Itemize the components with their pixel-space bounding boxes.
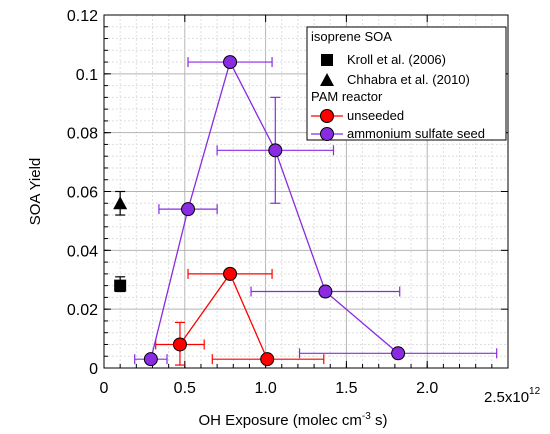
y-tick-label: 0.1 (76, 67, 98, 84)
legend-group-title: PAM reactor (311, 89, 383, 104)
y-tick-label: 0 (89, 361, 98, 378)
legend-label: Chhabra et al. (2010) (347, 72, 470, 87)
x-axis-multiplier-label: 2.5x1012 (484, 386, 541, 406)
x-tick-label: 1.5 (335, 380, 357, 397)
legend: isoprene SOA Kroll et al. (2006) Chhabra e… (306, 26, 507, 141)
y-tick-label: 0.02 (67, 302, 98, 319)
y-axis-title: SOA Yield (27, 158, 44, 226)
data-series (113, 55, 498, 367)
x-tick-label: 2.0 (416, 380, 438, 397)
x-tick-label: 0 (100, 380, 109, 397)
data-point (318, 284, 333, 299)
y-tick-label: 0.08 (67, 126, 98, 143)
axes: 0 0.5 1.0 1.5 2.0 0 0.02 0.04 0.06 0.08 0.1 0.12 (67, 8, 508, 397)
data-point (391, 346, 406, 361)
legend-group-title: isoprene SOA (311, 29, 392, 44)
x-tick-label: 0.5 (174, 380, 196, 397)
data-point (260, 352, 275, 367)
data-point (172, 337, 187, 352)
legend-marker (320, 127, 334, 141)
y-tick-label: 0.06 (67, 185, 98, 202)
series-kroll-et-al-2006 (114, 276, 127, 293)
data-point (223, 55, 238, 70)
data-point (114, 279, 127, 292)
series-line (179, 272, 268, 360)
series-unseeded (155, 266, 325, 367)
data-point (268, 143, 283, 158)
y-tick-label: 0.04 (67, 243, 98, 260)
legend-label: Kroll et al. (2006) (347, 52, 446, 67)
data-point (113, 196, 128, 210)
legend-marker (321, 54, 333, 66)
x-axis-title: OH Exposure (molec cm-3 s) (199, 411, 388, 429)
grid (104, 15, 508, 368)
y-tick-label: 0.12 (67, 8, 98, 25)
legend-box (306, 26, 507, 141)
x-tick-label: 1.0 (254, 380, 276, 397)
series-line (150, 60, 399, 360)
series-ammonium-sulfate-seed (134, 55, 498, 367)
data-point (223, 266, 238, 281)
series-chhabra-et-al-2010 (113, 190, 128, 216)
legend-label: ammonium sulfate seed (347, 126, 485, 141)
data-point (143, 352, 158, 367)
legend-marker (320, 109, 334, 123)
legend-marker (320, 73, 334, 86)
data-point (181, 202, 196, 217)
legend-label: unseeded (347, 108, 404, 123)
